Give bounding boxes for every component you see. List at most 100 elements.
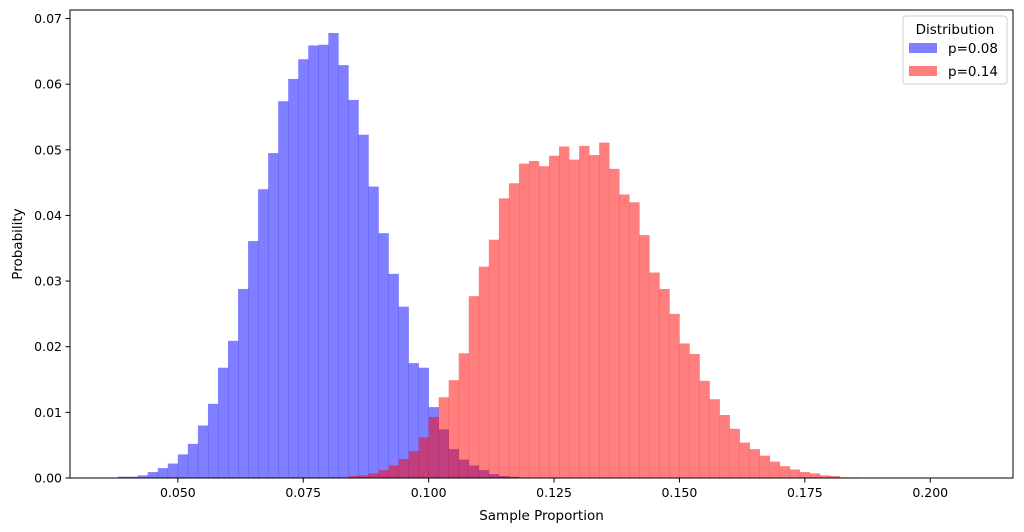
x-axis: 0.050 0.075 0.100 0.125 0.150 0.175 0.200 [160, 478, 948, 500]
bar-p014-35 [669, 313, 680, 478]
bar-p014-41 [729, 428, 740, 478]
bar-p008-23 [348, 99, 359, 479]
x-tick-label: 0.200 [912, 485, 948, 500]
bar-p014-43 [749, 449, 760, 478]
y-tick-label: 0.01 [34, 405, 62, 420]
legend: Distribution p=0.08 p=0.14 [902, 15, 1008, 85]
bar-p008-0 [117, 476, 128, 478]
bar-p014-15 [468, 296, 480, 478]
bar-p014-26 [579, 145, 590, 478]
bar-p014-19 [508, 183, 520, 478]
bar-p014-5 [368, 473, 379, 478]
bar-p014-44 [759, 455, 771, 478]
bar-p014-25 [569, 159, 580, 479]
plot-frame [69, 9, 1014, 479]
bar-p008-17 [288, 78, 299, 479]
bar-p014-18 [498, 198, 510, 479]
y-tick-label: 0.04 [34, 208, 62, 223]
bar-p008-4 [157, 468, 169, 478]
bar-p014-21 [528, 160, 540, 478]
bar-p014-4 [358, 475, 369, 478]
bar-p008-18 [298, 59, 309, 479]
bar-p014-13 [448, 380, 460, 478]
bar-p014-3 [348, 476, 359, 478]
y-tick-label: 0.05 [34, 142, 62, 157]
bar-p014-51 [829, 476, 841, 478]
bar-p014-28 [599, 142, 610, 479]
bar-p008-27 [388, 273, 399, 478]
bar-p008-8 [197, 425, 209, 478]
x-tick-label: 0.150 [662, 485, 698, 500]
bar-p014-22 [538, 166, 550, 478]
y-axis: 0.00 0.01 0.02 0.03 0.04 0.05 0.06 0.07 [34, 11, 70, 486]
bar-p014-50 [819, 475, 831, 478]
legend-title: Distribution [916, 22, 995, 38]
bar-p014-42 [739, 442, 750, 478]
bar-p014-7 [388, 465, 399, 478]
bar-p008-13 [248, 241, 259, 478]
bar-p008-16 [278, 101, 289, 478]
bar-p008-25 [368, 186, 379, 478]
y-tick-label: 0.00 [34, 471, 62, 486]
bar-p008-28 [398, 306, 409, 478]
x-axis-label: Sample Proportion [479, 508, 604, 524]
bar-p014-9 [408, 451, 419, 478]
bar-p014-49 [809, 473, 821, 478]
bar-p014-48 [799, 472, 811, 478]
x-tick-label: 0.075 [285, 485, 321, 500]
bar-p008-7 [187, 443, 199, 478]
y-tick-label: 0.02 [34, 339, 62, 354]
bar-p008-19 [308, 45, 319, 478]
bar-p008-12 [238, 288, 249, 478]
bar-p008-24 [358, 134, 369, 479]
y-tick-label: 0.07 [34, 11, 62, 26]
bar-p014-46 [779, 466, 791, 478]
bar-p014-6 [378, 470, 389, 478]
bar-p008-6 [177, 454, 189, 478]
bar-p008-14 [258, 189, 269, 478]
bar-p014-20 [518, 163, 530, 478]
legend-swatch-p014 [909, 66, 937, 76]
bar-p014-8 [398, 458, 409, 478]
bar-p014-29 [609, 168, 620, 479]
bar-p008-3 [147, 472, 159, 478]
bar-p008-2 [137, 475, 149, 478]
bar-p008-20 [318, 44, 329, 479]
bar-p008-1 [127, 476, 139, 478]
y-tick-label: 0.06 [34, 77, 62, 92]
bar-p014-23 [549, 155, 560, 479]
bar-p014-24 [559, 146, 570, 478]
bar-p014-12 [438, 397, 450, 478]
legend-label-p008: p=0.08 [948, 41, 998, 57]
bar-p008-22 [338, 65, 349, 478]
bar-p014-27 [589, 155, 600, 478]
bar-p008-29 [408, 363, 419, 478]
bar-p014-45 [769, 461, 781, 478]
bar-p014-32 [639, 235, 650, 478]
bar-p014-34 [659, 288, 670, 478]
x-tick-label: 0.125 [536, 485, 572, 500]
y-tick-label: 0.03 [34, 274, 62, 289]
bar-p014-47 [789, 469, 801, 478]
bar-p014-33 [649, 272, 660, 478]
bar-p008-15 [268, 153, 279, 478]
bar-p014-17 [488, 239, 500, 478]
bar-p014-38 [699, 380, 710, 478]
x-tick-label: 0.175 [787, 485, 823, 500]
bar-p008-9 [207, 403, 219, 478]
x-tick-label: 0.050 [160, 485, 196, 500]
bar-p014-40 [719, 414, 730, 478]
bar-p008-5 [167, 463, 179, 478]
bar-p014-14 [458, 353, 470, 478]
bar-p008-21 [328, 32, 339, 478]
bar-p008-26 [378, 233, 389, 478]
y-axis-label: Probability [10, 208, 26, 279]
bar-p014-36 [679, 343, 690, 478]
bar-p008-11 [228, 340, 239, 478]
bar-p014-16 [478, 266, 490, 478]
bar-p014-37 [689, 353, 700, 478]
bars-layer [117, 32, 861, 479]
bar-p014-30 [619, 194, 630, 479]
